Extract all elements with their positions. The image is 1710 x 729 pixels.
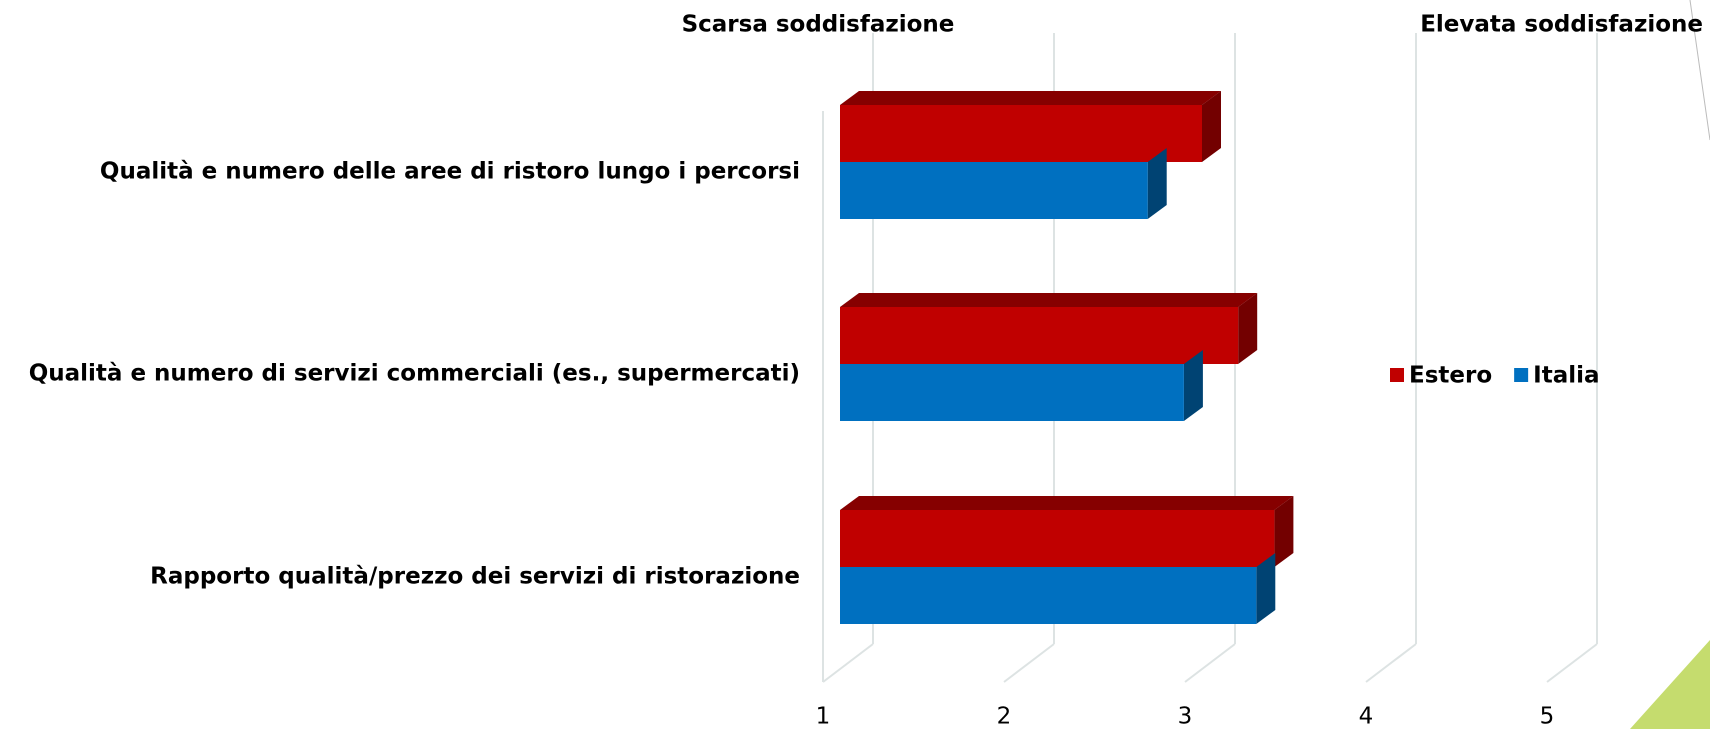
legend-label: Italia — [1533, 363, 1599, 389]
bar — [840, 510, 1275, 567]
x-tick-label: 5 — [1540, 704, 1555, 729]
bar-top — [840, 91, 1221, 105]
grid-line — [1546, 643, 1598, 683]
legend-swatch — [1514, 368, 1529, 382]
legend-swatch — [1390, 368, 1404, 382]
category-label: Qualità e numero delle aree di ristoro l… — [100, 159, 800, 185]
decoration-line — [1689, 0, 1710, 141]
x-tick-label: 2 — [997, 704, 1012, 729]
category-label: Qualità e numero di servizi commerciali … — [29, 361, 800, 387]
bar-side — [1274, 496, 1294, 567]
bar — [840, 364, 1184, 421]
bar-side — [1183, 350, 1203, 421]
bar-top — [840, 496, 1294, 510]
grid-line — [822, 643, 874, 683]
category-label: Rapporto qualità/prezzo dei servizi di r… — [150, 564, 800, 590]
x-tick-label: 3 — [1178, 704, 1193, 729]
bar — [840, 105, 1202, 162]
bar — [840, 162, 1148, 219]
annotation: Elevata soddisfazione — [1420, 12, 1703, 38]
legend-label: Estero — [1409, 363, 1492, 389]
bar-side — [1256, 553, 1276, 624]
bar-side — [1147, 148, 1167, 219]
decoration — [1630, 640, 1710, 729]
x-tick-label: 1 — [816, 704, 831, 729]
bar-top — [840, 293, 1258, 307]
bar — [840, 307, 1239, 364]
grid-line — [1365, 643, 1417, 683]
annotation: Scarsa soddisfazione — [682, 12, 955, 38]
grid-line — [1184, 643, 1236, 683]
x-tick-label: 4 — [1359, 704, 1374, 729]
bar-side — [1202, 91, 1221, 162]
bar — [840, 567, 1257, 624]
grid-line — [1003, 643, 1055, 683]
bar-side — [1238, 293, 1258, 364]
